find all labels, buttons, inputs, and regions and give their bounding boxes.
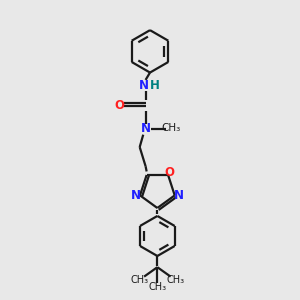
Text: CH₃: CH₃: [130, 274, 148, 285]
Text: N: N: [139, 79, 149, 92]
Text: N: N: [130, 189, 141, 202]
Text: O: O: [114, 99, 124, 112]
Text: CH₃: CH₃: [148, 282, 166, 292]
Text: O: O: [165, 166, 175, 179]
Text: CH₃: CH₃: [167, 274, 185, 285]
Text: CH₃: CH₃: [161, 123, 180, 133]
Text: N: N: [174, 189, 184, 202]
Text: N: N: [141, 122, 151, 135]
Text: H: H: [150, 79, 160, 92]
